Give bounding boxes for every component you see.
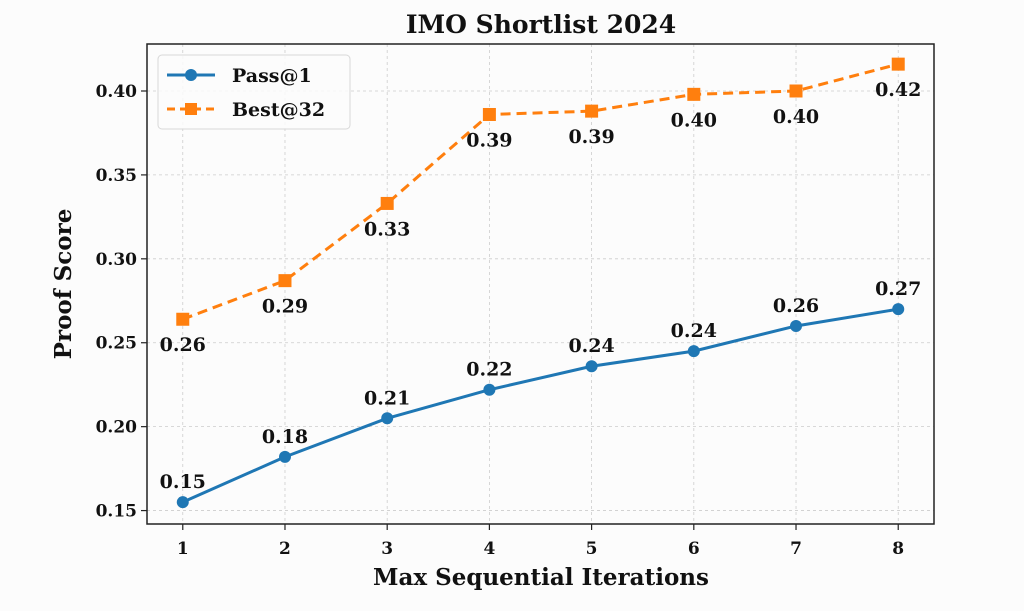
data-point xyxy=(278,450,291,463)
x-tick-label: 5 xyxy=(586,539,598,559)
x-tick-label: 6 xyxy=(688,539,700,559)
y-tick-label: 0.40 xyxy=(96,82,138,102)
data-point xyxy=(790,319,803,332)
x-tick-label: 8 xyxy=(892,539,904,559)
y-tick-label: 0.25 xyxy=(96,334,137,354)
legend: Pass@1 Best@32 xyxy=(157,54,351,130)
series-best-at-32: 0.26 0.29 0.33 0.39 0.39 0.40 0.40 0.42 xyxy=(160,57,921,356)
y-tick-label: 0.15 xyxy=(96,502,137,522)
y-axis-label: Proof Score xyxy=(50,209,77,360)
data-point xyxy=(892,303,905,316)
data-label: 0.27 xyxy=(875,278,921,300)
legend-label: Best@32 xyxy=(232,99,325,121)
data-label: 0.40 xyxy=(773,106,819,128)
data-label: 0.33 xyxy=(364,218,410,240)
legend-marker-circle xyxy=(185,69,197,81)
data-point xyxy=(482,107,496,121)
data-label: 0.26 xyxy=(160,334,206,356)
data-point xyxy=(380,196,394,210)
x-tick-label: 7 xyxy=(790,539,802,559)
data-point xyxy=(687,345,700,358)
y-tick-label: 0.35 xyxy=(96,166,137,186)
data-label: 0.40 xyxy=(671,109,717,131)
x-axis: 1 2 3 4 5 6 7 8 xyxy=(177,524,904,559)
legend-item-best-at-32: Best@32 xyxy=(167,99,325,121)
data-label: 0.39 xyxy=(466,129,512,151)
x-tick-label: 1 xyxy=(177,539,189,559)
data-point xyxy=(687,87,701,101)
series-line-pass-at-1 xyxy=(182,307,899,504)
data-label: 0.39 xyxy=(568,126,614,148)
x-tick-label: 3 xyxy=(381,539,393,559)
y-tick-label: 0.20 xyxy=(96,418,138,438)
data-point xyxy=(176,496,189,509)
chart-title: IMO Shortlist 2024 xyxy=(406,10,676,39)
legend-item-pass-at-1: Pass@1 xyxy=(167,65,312,87)
legend-label: Pass@1 xyxy=(232,65,312,87)
data-label: 0.22 xyxy=(466,359,512,381)
legend-marker-square xyxy=(185,103,197,115)
data-point xyxy=(585,104,599,118)
data-label: 0.24 xyxy=(568,335,614,357)
y-axis: 0.15 0.20 0.25 0.30 0.35 0.40 xyxy=(96,82,147,522)
data-point xyxy=(483,383,496,396)
data-label: 0.21 xyxy=(364,387,410,409)
data-point xyxy=(176,312,190,326)
data-label: 0.29 xyxy=(262,296,308,318)
data-point xyxy=(789,84,803,98)
series-layer: 0.15 0.18 0.21 0.22 0.24 0.24 0.26 0.27 0.26 0.29… xyxy=(160,57,921,509)
series-pass-at-1: 0.15 0.18 0.21 0.22 0.24 0.24 0.26 0.27 xyxy=(160,278,921,509)
data-point xyxy=(585,360,598,373)
x-tick-label: 4 xyxy=(483,539,495,559)
data-label: 0.24 xyxy=(671,320,717,342)
x-tick-label: 2 xyxy=(279,539,291,559)
data-point xyxy=(891,57,905,71)
data-label: 0.42 xyxy=(875,79,921,101)
data-point xyxy=(278,274,292,288)
series-line-best-at-32 xyxy=(182,62,899,321)
plot-frame xyxy=(146,43,935,525)
x-axis-label: Max Sequential Iterations xyxy=(373,564,709,591)
data-label: 0.15 xyxy=(160,471,206,493)
data-point xyxy=(381,412,394,425)
y-tick-label: 0.30 xyxy=(96,250,138,270)
data-label: 0.18 xyxy=(262,426,308,448)
data-label: 0.26 xyxy=(773,295,819,317)
